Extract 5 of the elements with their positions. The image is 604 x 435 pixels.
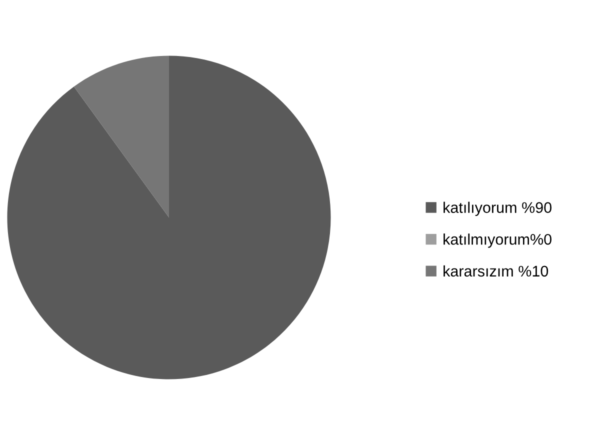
pie-slice (7, 56, 331, 380)
legend-label: kararsızım %10 (444, 265, 548, 277)
legend-label: katılmıyorum%0 (444, 234, 552, 248)
legend-label: katılıyorum %90 (444, 202, 552, 216)
pie-slice (74, 56, 169, 218)
